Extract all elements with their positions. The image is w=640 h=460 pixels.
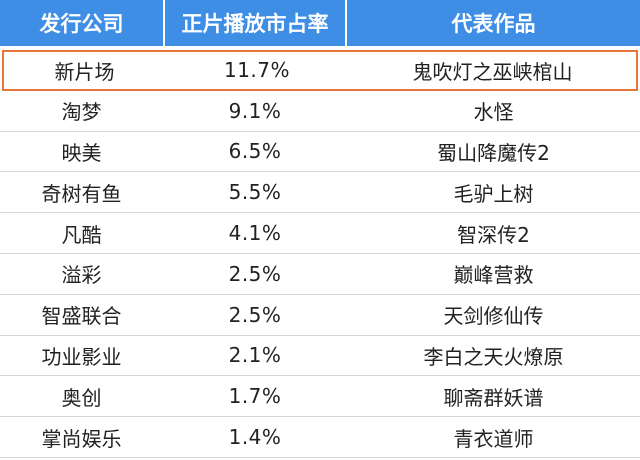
table-row: 掌尚娱乐 1.4% 青衣道师 (0, 417, 640, 458)
company-cell: 奥创 (61, 385, 102, 410)
work-cell: 聊斋群妖谱 (443, 385, 544, 410)
work-cell: 鬼吹灯之巫峡棺山 (412, 59, 573, 84)
company-cell: 溢彩 (61, 263, 102, 288)
share-cell: 6.5% (228, 139, 282, 164)
work-cell: 青衣道师 (453, 426, 534, 451)
share-cell: 9.1% (228, 98, 282, 123)
table-row: 淘梦 9.1% 水怪 (0, 91, 640, 132)
company-cell: 新片场 (54, 59, 115, 84)
company-cell: 映美 (61, 140, 102, 165)
table-row: 奇树有鱼 5.5% 毛驴上树 (0, 172, 640, 214)
company-cell: 淘梦 (61, 100, 102, 125)
company-cell: 掌尚娱乐 (41, 426, 122, 451)
share-cell: 11.7% (223, 58, 291, 83)
share-cell: 2.1% (228, 343, 282, 368)
table-row: 功业影业 2.1% 李白之天火燎原 (0, 336, 640, 377)
share-cell: 2.5% (228, 302, 282, 327)
work-cell: 毛驴上树 (453, 181, 534, 206)
work-cell: 蜀山降魔传2 (437, 140, 550, 165)
work-cell: 李白之天火燎原 (423, 344, 564, 369)
company-cell: 智盛联合 (41, 304, 122, 329)
share-cell: 2.5% (228, 261, 282, 286)
table-row-highlighted: 新片场 11.7% 鬼吹灯之巫峡棺山 (2, 50, 638, 91)
work-cell: 巅峰营救 (453, 263, 534, 288)
company-cell: 凡酷 (61, 222, 102, 247)
work-cell: 天剑修仙传 (443, 304, 544, 329)
work-cell: 水怪 (473, 100, 514, 125)
table-row: 凡酷 4.1% 智深传2 (0, 213, 640, 254)
company-cell: 功业影业 (41, 344, 122, 369)
work-cell: 智深传2 (457, 222, 530, 247)
header-work: 代表作品 (347, 0, 640, 46)
table-body: 新片场 11.7% 鬼吹灯之巫峡棺山 淘梦 9.1% 水怪 映美 6.5% 蜀山… (0, 50, 640, 458)
table-row: 映美 6.5% 蜀山降魔传2 (0, 132, 640, 173)
table-row: 智盛联合 2.5% 天剑修仙传 (0, 295, 640, 336)
company-cell: 奇树有鱼 (41, 181, 122, 206)
table-row: 奥创 1.7% 聊斋群妖谱 (0, 376, 640, 418)
share-cell: 1.4% (228, 425, 282, 450)
header-company: 发行公司 (0, 0, 163, 46)
table-row: 溢彩 2.5% 巅峰营救 (0, 254, 640, 295)
share-cell: 5.5% (228, 180, 282, 205)
share-cell: 4.1% (228, 221, 282, 246)
table-header: 发行公司 正片播放市占率 代表作品 (0, 0, 640, 46)
header-share: 正片播放市占率 (163, 0, 347, 46)
share-cell: 1.7% (228, 384, 282, 409)
